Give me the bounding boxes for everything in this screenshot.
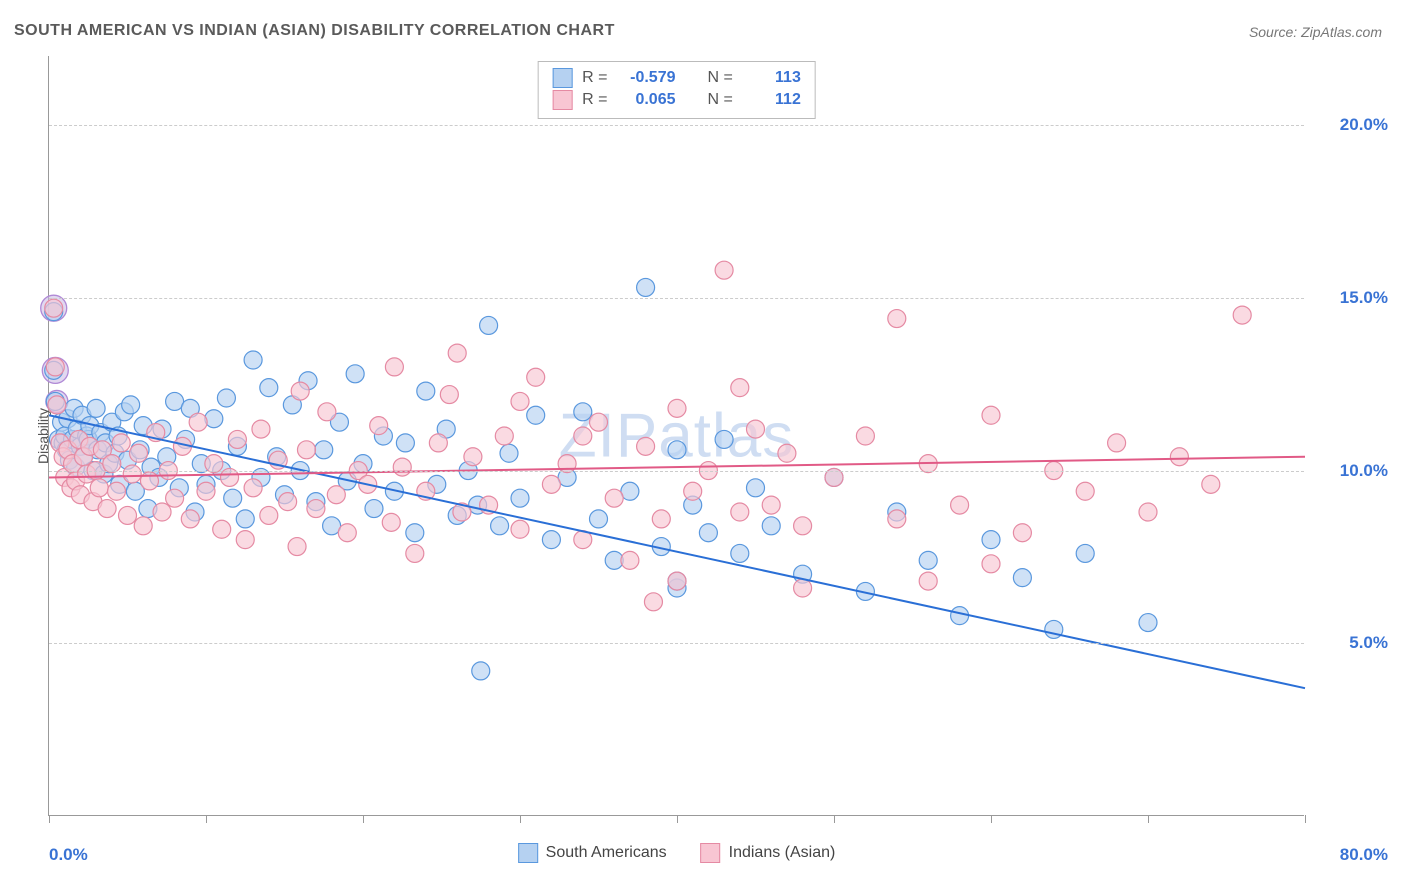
legend-swatch [518, 843, 538, 863]
legend-n-label: N = [708, 69, 733, 87]
y-tick-label: 10.0% [1310, 461, 1388, 481]
legend-swatch [701, 843, 721, 863]
chart-title: SOUTH AMERICAN VS INDIAN (ASIAN) DISABIL… [14, 22, 615, 40]
x-tick-label: 0.0% [49, 845, 88, 865]
legend-series-label: Indians (Asian) [729, 844, 836, 862]
legend-series-label: South Americans [546, 844, 667, 862]
x-tick-mark [991, 815, 992, 823]
x-tick-mark [363, 815, 364, 823]
x-tick-mark [206, 815, 207, 823]
x-tick-label: 80.0% [1340, 845, 1388, 865]
x-tick-mark [49, 815, 50, 823]
gridline [49, 125, 1304, 126]
legend-series-item: Indians (Asian) [701, 843, 836, 863]
legend-swatch [552, 68, 572, 88]
x-tick-mark [1148, 815, 1149, 823]
chart-container: SOUTH AMERICAN VS INDIAN (ASIAN) DISABIL… [0, 0, 1406, 892]
x-tick-mark [677, 815, 678, 823]
legend-n-value: 113 [743, 69, 801, 87]
legend-r-value: 0.065 [618, 91, 676, 109]
y-tick-label: 15.0% [1310, 288, 1388, 308]
source-label: Source: ZipAtlas.com [1249, 24, 1382, 40]
legend-row: R = -0.579 N = 113 [552, 68, 801, 88]
legend-swatch [552, 90, 572, 110]
legend-n-label: N = [708, 91, 733, 109]
scatter-svg [49, 56, 1304, 815]
x-tick-mark [834, 815, 835, 823]
gridline [49, 643, 1304, 644]
legend-series: South Americans Indians (Asian) [518, 843, 836, 863]
y-tick-label: 5.0% [1310, 633, 1388, 653]
y-tick-label: 20.0% [1310, 115, 1388, 135]
gridline [49, 471, 1304, 472]
legend-series-item: South Americans [518, 843, 667, 863]
legend-r-value: -0.579 [618, 69, 676, 87]
x-tick-mark [1305, 815, 1306, 823]
x-tick-mark [520, 815, 521, 823]
legend-n-value: 112 [743, 91, 801, 109]
plot-area: Disability ZIPatlas R =-0.579N =113R =0.… [48, 56, 1304, 816]
legend-correlation: R = -0.579 N = 113 R = 0.065 N = 112 [537, 61, 816, 119]
legend-r-label: R = [582, 91, 607, 109]
legend-r-label: R = [582, 69, 607, 87]
legend-row: R = 0.065 N = 112 [552, 90, 801, 110]
gridline [49, 298, 1304, 299]
